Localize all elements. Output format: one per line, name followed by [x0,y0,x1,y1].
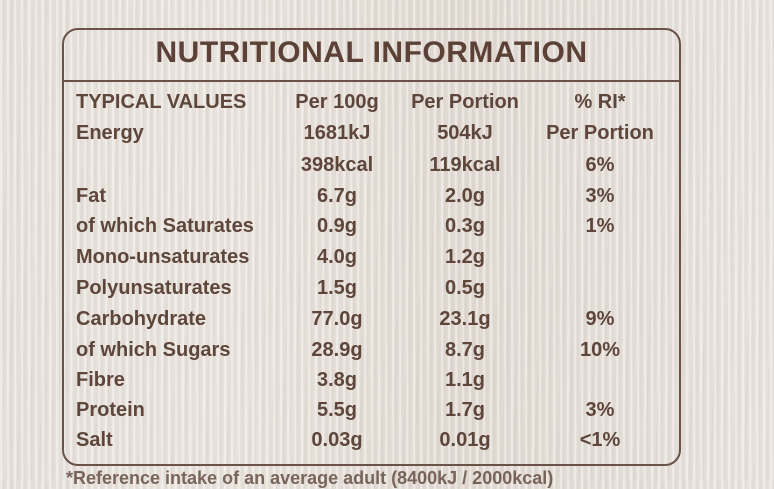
row-ri: 6% [585,154,615,176]
row-portion: 23.1g [439,308,491,330]
row-portion: 0.5g [444,277,486,299]
row-ri: 3% [585,185,615,207]
row-ri: 9% [585,308,615,330]
row-per100: 1681kJ [303,122,371,144]
row-portion: 0.3g [444,215,486,237]
title-row: NUTRITIONAL INFORMATION [64,30,679,82]
row-per100: 28.9g [311,339,363,361]
row-label: Polyunsaturates [76,277,232,299]
row-label: Carbohydrate [76,308,207,330]
header-per-portion: Per Portion [411,91,519,113]
row-label: Fibre [76,369,125,391]
row-per100: 1.5g [316,277,358,299]
row-ri: 10% [579,339,621,361]
header-typical-values: TYPICAL VALUES [76,91,247,113]
row-portion: 2.0g [444,185,486,207]
row-ri: <1% [579,429,621,451]
row-per100: 77.0g [311,308,363,330]
row-per100: 0.03g [311,429,363,451]
row-portion: 119kcal [429,154,501,176]
nutrition-panel: NUTRITIONAL INFORMATION [62,28,681,466]
row-label: Energy [76,122,144,144]
row-per100: 398kcal [300,154,374,176]
row-label: Fat [76,185,106,207]
row-portion: 8.7g [444,339,486,361]
row-portion: 0.01g [439,429,491,451]
row-per100: 3.8g [316,369,358,391]
header-ri: % RI* [574,91,626,113]
row-portion: 504kJ [437,122,493,144]
row-ri: Per Portion [546,122,654,144]
row-label: Mono-unsaturates [76,246,250,268]
row-per100: 5.5g [316,399,358,421]
footnote: *Reference intake of an average adult (8… [66,468,554,488]
row-portion: 1.1g [444,369,486,391]
row-label: Salt [76,429,113,451]
row-per100: 0.9g [316,215,358,237]
row-per100: 6.7g [316,185,358,207]
row-per100: 4.0g [316,246,358,268]
row-label: of which Saturates [76,215,254,237]
header-per-100g: Per 100g [295,91,379,113]
row-ri: 1% [585,215,615,237]
row-ri: 3% [585,399,615,421]
panel-title: NUTRITIONAL INFORMATION [155,36,588,69]
row-label: of which Sugars [76,339,231,361]
row-portion: 1.2g [444,246,486,268]
row-label: Protein [76,399,145,421]
row-portion: 1.7g [444,399,486,421]
